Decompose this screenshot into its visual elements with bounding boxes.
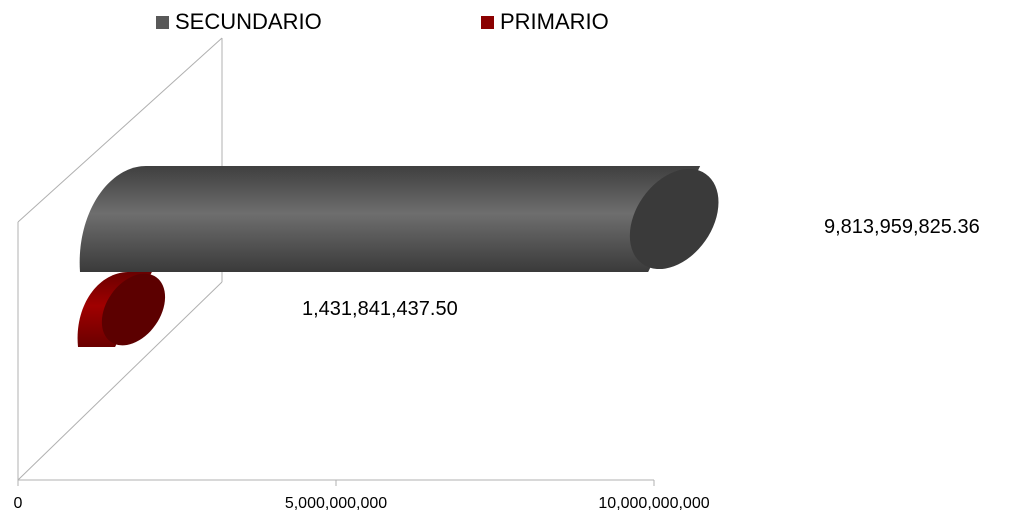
x-tick-label: 0 — [14, 495, 23, 512]
x-tick-label: 5,000,000,000 — [285, 495, 387, 512]
legend-label-secundario: SECUNDARIO — [175, 9, 322, 34]
back-wall-top-edge — [17, 37, 223, 223]
legend-swatch-secundario — [156, 15, 169, 29]
bar-secundario — [79, 166, 719, 272]
chart-legend: SECUNDARIO PRIMARIO — [0, 8, 1026, 38]
floor-diagonal-edge — [17, 281, 223, 481]
data-labels: 1,431,841,437.50 9,813,959,825.36 — [302, 216, 980, 320]
legend-item-primario: PRIMARIO — [481, 8, 609, 36]
legend-item-secundario: SECUNDARIO — [156, 8, 322, 36]
x-tick-label: 10,000,000,000 — [598, 495, 709, 512]
legend-label-primario: PRIMARIO — [500, 9, 609, 34]
bar-end-cap-primario — [101, 273, 166, 346]
bar-body-secundario — [79, 166, 701, 272]
bar-end-cap-secundario — [629, 168, 719, 270]
x-axis: 0 5,000,000,000 10,000,000,000 — [14, 479, 710, 512]
bar-primario — [77, 272, 166, 347]
bars — [77, 166, 719, 347]
data-label-secundario: 9,813,959,825.36 — [824, 216, 980, 238]
legend-swatch-primario — [481, 15, 494, 29]
data-label-primario: 1,431,841,437.50 — [302, 298, 458, 320]
